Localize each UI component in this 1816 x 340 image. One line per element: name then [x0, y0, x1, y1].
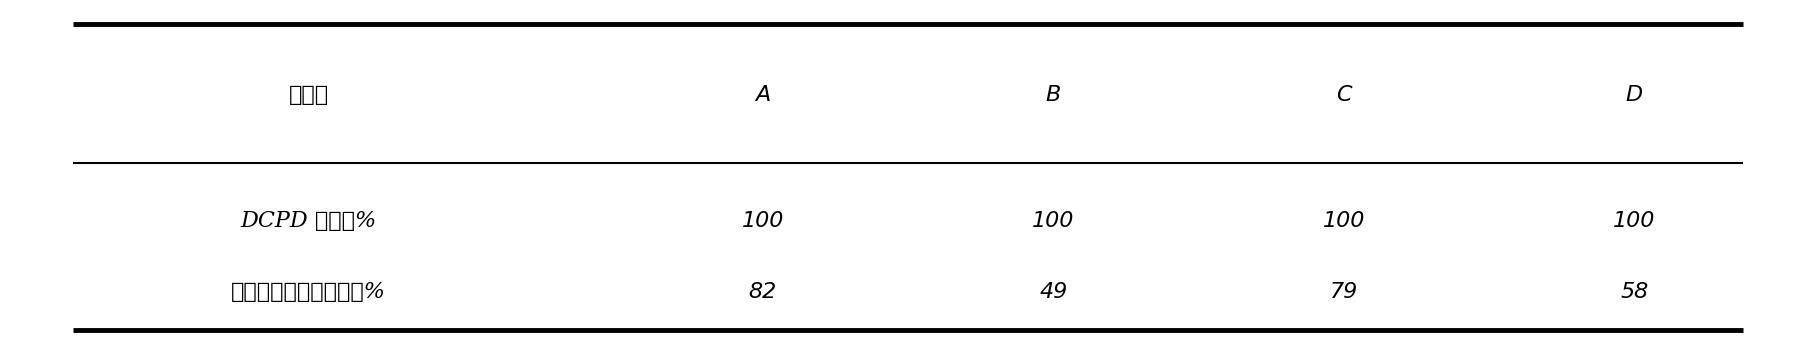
Text: DCPD 转化率%: DCPD 转化率%: [242, 210, 376, 232]
Text: 催化剂: 催化剂: [289, 84, 329, 106]
Text: D: D: [1625, 85, 1643, 105]
Text: 79: 79: [1329, 283, 1358, 302]
Text: 100: 100: [741, 211, 785, 231]
Text: 100: 100: [1322, 211, 1366, 231]
Text: 58: 58: [1620, 283, 1649, 302]
Text: 100: 100: [1613, 211, 1656, 231]
Text: B: B: [1046, 85, 1061, 105]
Text: 49: 49: [1039, 283, 1068, 302]
Text: 100: 100: [1031, 211, 1075, 231]
Text: A: A: [755, 85, 770, 105]
Text: C: C: [1337, 85, 1351, 105]
Text: 82: 82: [748, 283, 777, 302]
Text: 三环癸烷二甲醇选择性%: 三环癸烷二甲醇选择性%: [231, 282, 387, 303]
